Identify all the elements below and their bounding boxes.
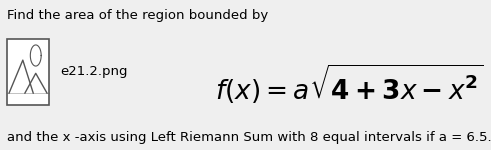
- Text: $\mathbf{\mathit{f}}(\mathbf{\mathit{x}}) = \mathbf{\mathit{a}}\sqrt{\mathbf{4 +: $\mathbf{\mathit{f}}(\mathbf{\mathit{x}}…: [215, 62, 484, 106]
- FancyBboxPatch shape: [7, 39, 49, 105]
- Text: Find the area of the region bounded by: Find the area of the region bounded by: [7, 9, 269, 22]
- Text: e21.2.png: e21.2.png: [60, 66, 127, 78]
- Text: and the x -axis using Left Riemann Sum with 8 equal intervals if a = 6.5.: and the x -axis using Left Riemann Sum w…: [7, 131, 491, 144]
